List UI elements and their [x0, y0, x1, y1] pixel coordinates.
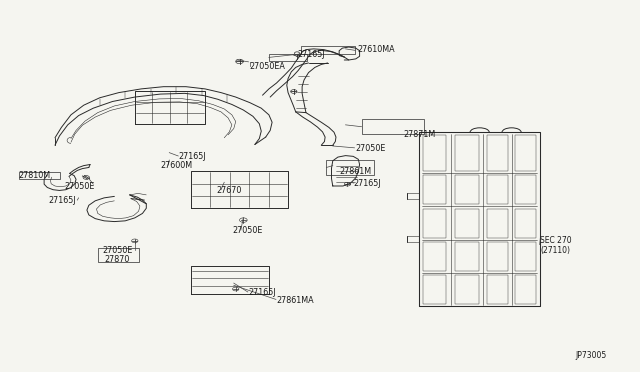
Bar	[424, 175, 446, 204]
Bar	[19, 172, 60, 179]
Bar	[424, 275, 446, 304]
Text: 27810M: 27810M	[19, 171, 51, 180]
Text: 27871M: 27871M	[403, 129, 435, 139]
Bar	[486, 175, 508, 204]
Bar	[455, 209, 479, 237]
Bar	[515, 135, 536, 171]
Bar	[486, 135, 508, 171]
Text: 27050E: 27050E	[355, 144, 385, 153]
Bar	[424, 135, 446, 171]
Bar	[301, 46, 355, 54]
Text: 27610MA: 27610MA	[357, 45, 395, 54]
Text: 27050E: 27050E	[102, 246, 132, 255]
Text: JP73005: JP73005	[575, 351, 607, 360]
Text: 27050E: 27050E	[65, 182, 95, 190]
Bar	[98, 248, 140, 262]
Text: 27165J: 27165J	[178, 152, 206, 161]
Text: 27050E: 27050E	[232, 226, 263, 235]
Bar	[455, 175, 479, 204]
Text: 27870: 27870	[105, 255, 131, 264]
Bar	[515, 175, 536, 204]
Text: 27165J: 27165J	[248, 288, 276, 297]
Text: 27165J: 27165J	[49, 196, 76, 205]
Bar	[269, 54, 307, 61]
Bar	[362, 119, 424, 134]
Bar	[455, 242, 479, 271]
Bar	[424, 242, 446, 271]
Bar	[424, 209, 446, 237]
Bar	[455, 275, 479, 304]
Text: 27670: 27670	[216, 186, 242, 195]
Bar	[486, 275, 508, 304]
Bar	[515, 242, 536, 271]
Text: 27165J: 27165J	[297, 50, 324, 59]
Bar	[326, 160, 374, 175]
Bar	[455, 135, 479, 171]
Bar	[486, 242, 508, 271]
Bar	[515, 209, 536, 237]
Text: 27050EA: 27050EA	[250, 62, 285, 71]
Bar	[515, 275, 536, 304]
Text: 27861MA: 27861MA	[276, 296, 314, 305]
Text: 27600M: 27600M	[161, 161, 193, 170]
Text: 27861M: 27861M	[339, 167, 371, 176]
Text: SEC 270
(27110): SEC 270 (27110)	[540, 235, 572, 255]
Text: 27165J: 27165J	[354, 179, 381, 187]
Bar	[486, 209, 508, 237]
